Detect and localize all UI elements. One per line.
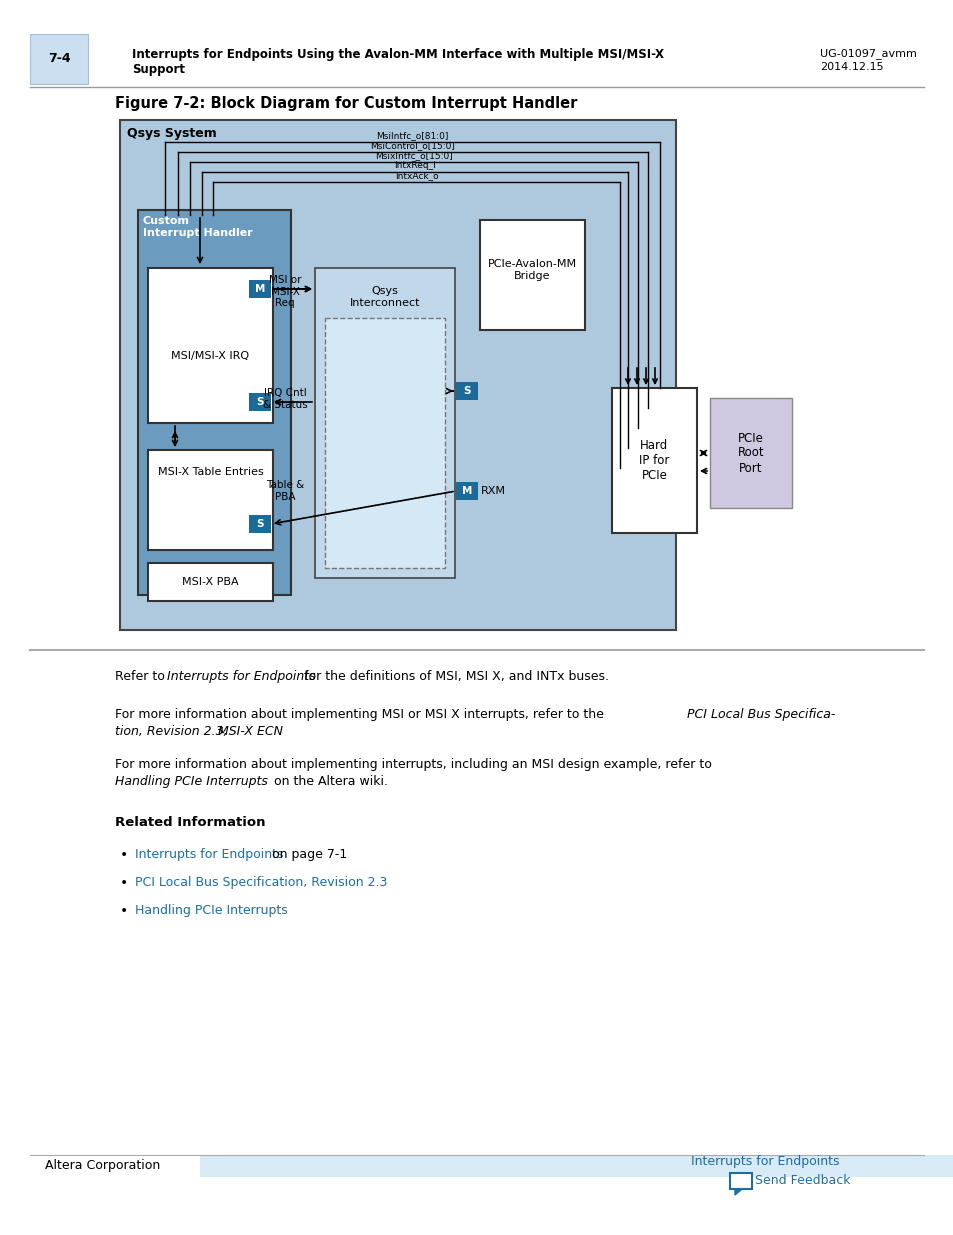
Text: Qsys
Interconnect: Qsys Interconnect xyxy=(350,287,420,308)
Bar xyxy=(314,268,455,578)
Text: Handling PCIe Interrupts: Handling PCIe Interrupts xyxy=(135,904,288,918)
Bar xyxy=(479,220,584,330)
Text: on page 7-1: on page 7-1 xyxy=(268,848,347,861)
Text: Support: Support xyxy=(132,63,185,77)
Bar xyxy=(30,35,88,84)
Bar xyxy=(612,388,697,534)
Text: For more information about implementing interrupts, including an MSI design exam: For more information about implementing … xyxy=(115,758,711,771)
Text: MsixIntfc_o[15:0]: MsixIntfc_o[15:0] xyxy=(375,151,453,161)
Text: S: S xyxy=(463,387,470,396)
Text: PCI Local Bus Specification, Revision 2.3: PCI Local Bus Specification, Revision 2.… xyxy=(135,876,387,889)
Text: S: S xyxy=(256,396,263,408)
Text: Table &
PBA: Table & PBA xyxy=(266,480,304,501)
Text: 7-4: 7-4 xyxy=(48,53,71,65)
Bar xyxy=(120,120,676,630)
Text: MSI-X ECN: MSI-X ECN xyxy=(218,725,283,739)
Text: for the definitions of MSI, MSI X, and INTx buses.: for the definitions of MSI, MSI X, and I… xyxy=(299,671,608,683)
Text: on the Altera wiki.: on the Altera wiki. xyxy=(270,776,388,788)
Text: Send Feedback: Send Feedback xyxy=(754,1174,850,1188)
Bar xyxy=(456,482,477,500)
Bar xyxy=(456,382,477,400)
Bar xyxy=(249,280,271,298)
Text: Hard
IP for
PCIe: Hard IP for PCIe xyxy=(639,438,669,482)
Text: Related Information: Related Information xyxy=(115,816,265,829)
Text: MSI-X Table Entries: MSI-X Table Entries xyxy=(157,467,263,477)
Bar xyxy=(148,268,273,424)
Text: Altera Corporation: Altera Corporation xyxy=(45,1160,160,1172)
Text: Handling PCIe Interrupts: Handling PCIe Interrupts xyxy=(115,776,268,788)
Text: MSI/MSI-X IRQ: MSI/MSI-X IRQ xyxy=(172,351,250,361)
Polygon shape xyxy=(734,1189,741,1195)
Text: M: M xyxy=(254,284,265,294)
Bar xyxy=(148,563,273,601)
Text: MsiIntfc_o[81:0]: MsiIntfc_o[81:0] xyxy=(375,131,448,140)
Text: PCIe
Root
Port: PCIe Root Port xyxy=(737,431,763,474)
Text: PCIe-Avalon-MM
Bridge: PCIe-Avalon-MM Bridge xyxy=(487,259,577,280)
Bar xyxy=(709,398,791,508)
Text: RXM: RXM xyxy=(480,487,505,496)
Text: Interrupts for Endpoints: Interrupts for Endpoints xyxy=(135,848,283,861)
Bar xyxy=(249,393,271,411)
Text: •: • xyxy=(120,848,128,862)
Text: Qsys System: Qsys System xyxy=(127,127,216,140)
Text: Custom
Interrupt Handler: Custom Interrupt Handler xyxy=(143,216,253,237)
Text: Refer to: Refer to xyxy=(115,671,169,683)
Text: IRQ Cntl
& Status: IRQ Cntl & Status xyxy=(262,388,307,410)
Bar xyxy=(200,1155,953,1177)
Text: For more information about implementing MSI or MSI X interrupts, refer to the: For more information about implementing … xyxy=(115,708,607,721)
Text: tion, Revision 2.3,: tion, Revision 2.3, xyxy=(115,725,232,739)
Text: PCI Local Bus Specifica-: PCI Local Bus Specifica- xyxy=(686,708,835,721)
Text: MSI-X PBA: MSI-X PBA xyxy=(182,577,238,587)
Bar xyxy=(249,515,271,534)
Bar xyxy=(325,317,444,568)
Text: Interrupts for Endpoints: Interrupts for Endpoints xyxy=(691,1156,840,1168)
Text: IntxReq_i: IntxReq_i xyxy=(394,161,436,170)
Text: IntxAck_o: IntxAck_o xyxy=(395,170,437,180)
Text: Figure 7-2: Block Diagram for Custom Interrupt Handler: Figure 7-2: Block Diagram for Custom Int… xyxy=(115,96,577,111)
Text: M: M xyxy=(461,487,472,496)
Bar xyxy=(138,210,291,595)
Text: MsiControl_o[15:0]: MsiControl_o[15:0] xyxy=(370,141,455,149)
Bar xyxy=(148,450,273,550)
Text: •: • xyxy=(120,876,128,890)
Bar xyxy=(729,1173,751,1189)
Text: •: • xyxy=(120,904,128,918)
Text: MSI or
MSI-X
Req: MSI or MSI-X Req xyxy=(269,275,301,309)
Text: 2014.12.15: 2014.12.15 xyxy=(820,62,882,72)
Text: Interrupts for Endpoints: Interrupts for Endpoints xyxy=(167,671,315,683)
Text: Interrupts for Endpoints Using the Avalon-MM Interface with Multiple MSI/MSI-X: Interrupts for Endpoints Using the Avalo… xyxy=(132,48,663,61)
Text: S: S xyxy=(256,519,263,529)
Text: UG-01097_avmm: UG-01097_avmm xyxy=(820,48,916,59)
Text: .: . xyxy=(277,725,282,739)
